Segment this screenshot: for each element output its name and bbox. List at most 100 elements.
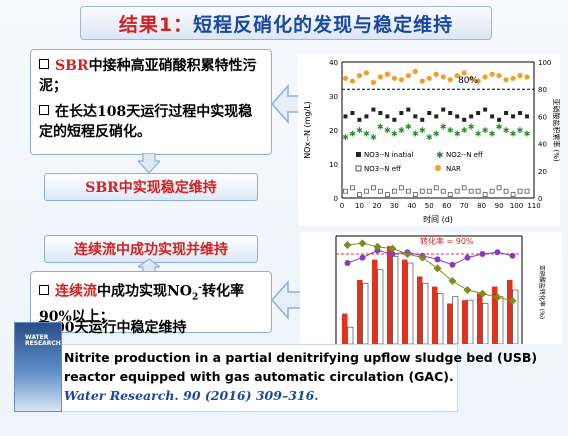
chart1-point-no3-initial	[476, 111, 481, 115]
chart1-point-no3-initial	[511, 114, 516, 119]
bullet-3-sub: 2	[192, 292, 199, 303]
chart1-point-nar	[405, 73, 411, 79]
bullet-2-text: 在长达108天运行过程中实现稳定的短程反硝化。	[39, 104, 253, 140]
chart1-y2tick: 40	[538, 141, 547, 149]
chart2-bar-pattern	[392, 255, 399, 344]
chart1-point-no3-eff	[447, 192, 453, 198]
chart1-xtick: 40	[407, 202, 416, 210]
chart1-point-no2-eff: ✱	[482, 126, 489, 135]
square-bullet-icon	[39, 59, 49, 69]
chart2-bar-red	[342, 313, 348, 344]
legend-open-square-icon	[355, 165, 362, 172]
title-prefix: 结果1：	[118, 13, 194, 36]
chart1-xlabel: 时间 (d)	[423, 214, 453, 224]
paper-reference-box	[14, 344, 458, 412]
chart1-point-nar	[377, 74, 383, 80]
chart2-bar-pattern	[482, 303, 489, 344]
chart1-point-no3-initial	[518, 111, 523, 115]
chart1-point-nar	[356, 73, 363, 79]
chart1-point-no3-eff	[405, 188, 411, 194]
chart1-ytick: 10	[329, 161, 338, 169]
chart1-point-no3-initial	[343, 114, 348, 119]
chart1-point-no3-initial	[427, 111, 432, 115]
chart1-point-no2-eff: ✱	[405, 123, 412, 132]
chart1-point-no3-eff	[391, 188, 397, 194]
chart1-point-no3-eff	[475, 188, 481, 194]
chart1-y2tick: 100	[538, 59, 551, 67]
square-bullet-icon	[39, 105, 49, 115]
chart1-point-nar	[426, 75, 432, 81]
chart1-point-no2-eff: ✱	[398, 126, 405, 135]
chart1-xtick: 100	[510, 202, 523, 210]
chart2-bar-pattern	[452, 296, 459, 344]
chart1-point-no3-eff	[510, 192, 516, 198]
bullet-1-text: 中接种高亚硝酸积累特性污泥；	[39, 58, 257, 94]
chart1-point-no2-eff: ✱	[342, 133, 349, 142]
chart1-point-nar	[475, 78, 481, 84]
legend-circle-icon	[435, 165, 441, 171]
chart1-point-nar	[468, 75, 474, 81]
chart1-point-no2-eff: ✱	[433, 129, 440, 138]
chart2-annotation: 转化率 = 90%	[420, 236, 474, 246]
bullet-3-end: 转化率90%以上；	[39, 283, 245, 326]
chart1-xtick: 90	[495, 202, 504, 210]
legend-star-icon: ✱	[436, 151, 444, 161]
chart1-point-nar	[524, 74, 530, 80]
chart1-point-no3-eff	[426, 188, 432, 194]
chart1-point-no3-eff	[440, 188, 446, 194]
chart1-point-no2-eff: ✱	[468, 123, 475, 132]
title-text: 短程反硝化的发现与稳定维持	[193, 13, 454, 36]
bullet-1-highlight: SBR	[55, 58, 89, 74]
chart2-bar-red	[462, 300, 468, 344]
chart1-point-no3-initial	[399, 111, 404, 115]
bullet-4: 00天运行中稳定维持	[39, 318, 265, 338]
chart1-point-nar	[461, 70, 467, 76]
chart1-point-no3-eff	[454, 188, 460, 194]
cover-title: WATER RESEARCH	[25, 334, 61, 347]
chart1-y2label: 亚硝酸盐积累率 (%)	[552, 98, 560, 162]
chart1-point-no3-initial	[350, 111, 355, 115]
chart2-bar-red	[507, 279, 513, 344]
sbr-summary-box: SBR中接种高亚硝酸积累特性污泥； 在长达108天运行过程中实现稳定的短程反硝化…	[30, 49, 272, 155]
journal-citation: Water Research. 90 (2016) 309–316.	[64, 388, 319, 403]
bullet-3-sup: -	[198, 283, 203, 293]
chart2-bar-pattern	[362, 282, 369, 344]
chart1-point-no2-eff: ✱	[461, 126, 468, 135]
chart1-point-no3-eff	[357, 192, 362, 198]
chart1-point-nar	[419, 78, 425, 84]
slide-title: 结果1： 短程反硝化的发现与稳定维持	[80, 6, 492, 40]
chart1-xtick: 80	[477, 202, 486, 210]
chart1-point-no2-eff: ✱	[447, 126, 454, 135]
chart1-point-no3-initial	[413, 114, 418, 119]
chart1-point-nar	[433, 71, 439, 77]
chart2-bar-pattern	[407, 262, 414, 344]
bullet-1: SBR中接种高亚硝酸积累特性污泥；	[39, 56, 265, 96]
chart1-point-nar	[496, 73, 502, 79]
chart1-point-no2-eff: ✱	[363, 129, 370, 138]
chart1-ytick: 30	[329, 93, 338, 101]
chart1-point-no3-eff	[378, 188, 383, 194]
chart2-background	[300, 232, 562, 344]
chart1-point-nar	[398, 77, 404, 83]
chart2-bar-pattern	[347, 326, 354, 344]
continuous-flow-label: 连续流中成功实现并维持	[44, 235, 258, 263]
chart1-point-no3-eff	[496, 185, 502, 191]
chart1-point-no3-eff	[503, 188, 509, 194]
chart1-xtick: 110	[527, 202, 540, 210]
bullet-3-mid: 中成功实现NO	[97, 283, 192, 300]
chart1-xtick: 10	[355, 202, 364, 210]
chart1-point-no3-initial	[364, 114, 369, 119]
bullet-4-text: 00天运行中稳定维持	[55, 320, 187, 336]
chart1-point-no3-initial	[483, 107, 488, 112]
chart2-bar-pattern	[422, 282, 429, 344]
chart2-bar-pattern	[497, 296, 504, 344]
chart1-point-no3-eff	[489, 188, 495, 194]
chart1-point-no3-initial	[525, 114, 530, 119]
chart1-ytick: 20	[329, 127, 338, 135]
chart2-line-green	[347, 242, 513, 302]
chart2-bar-red	[357, 279, 363, 344]
chart1-point-no3-eff	[461, 185, 467, 191]
chart2-ylabel: 亚硝酸盐转化率 (%)	[538, 265, 546, 319]
chart1-point-nar	[349, 78, 356, 84]
legend-1: NO3--N inatial	[364, 151, 413, 159]
